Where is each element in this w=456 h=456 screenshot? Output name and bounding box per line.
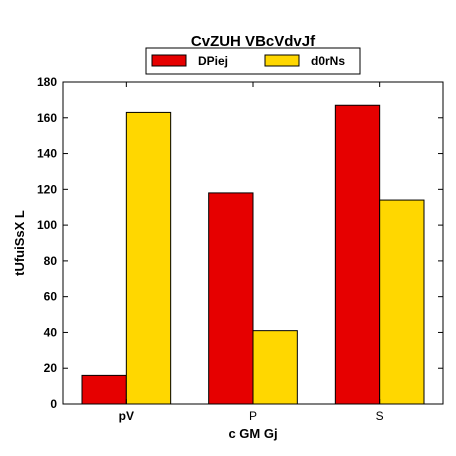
x-tick-label-3: S — [376, 409, 384, 423]
y-axis-ticks: 0 20 40 60 80 100 120 140 160 180 — [37, 75, 443, 411]
legend-label-series-1: DPiej — [198, 54, 228, 68]
chart-title: CvZUH VBcVdvJf — [191, 33, 316, 50]
bar-series-1-cat-2 — [208, 192, 254, 405]
x-axis-label: c GM Gj — [228, 426, 277, 441]
y-axis-label: tUfuiSsX L — [12, 210, 27, 276]
x-axis-ticks: pV P S — [119, 82, 384, 423]
legend: DPiej d0rNs — [145, 47, 361, 75]
y-tick-label-5: 100 — [37, 218, 57, 232]
bar-series-2-cat-2 — [252, 330, 298, 405]
y-tick-label-0: 0 — [50, 397, 57, 411]
y-tick-label-2: 40 — [44, 325, 58, 339]
plot-area-frame — [62, 81, 444, 405]
bar-series-2-cat-1 — [125, 111, 172, 405]
bar-series-1-cat-3 — [334, 104, 381, 405]
legend-label-series-2: d0rNs — [311, 54, 345, 68]
x-tick-label-2: P — [249, 409, 257, 423]
y-tick-label-4: 80 — [44, 254, 58, 268]
x-tick-label-1: pV — [119, 409, 134, 423]
legend-swatch-series-2 — [264, 54, 300, 67]
y-tick-label-6: 120 — [37, 182, 57, 196]
bars-group — [81, 104, 425, 405]
y-tick-label-8: 160 — [37, 111, 57, 125]
bar-series-2-cat-3 — [379, 199, 425, 405]
y-tick-label-1: 20 — [44, 361, 58, 375]
legend-swatch-series-1 — [151, 54, 187, 67]
y-tick-label-3: 60 — [44, 290, 58, 304]
y-tick-label-9: 180 — [37, 75, 57, 89]
bar-series-1-cat-1 — [81, 374, 127, 405]
y-tick-label-7: 140 — [37, 147, 57, 161]
